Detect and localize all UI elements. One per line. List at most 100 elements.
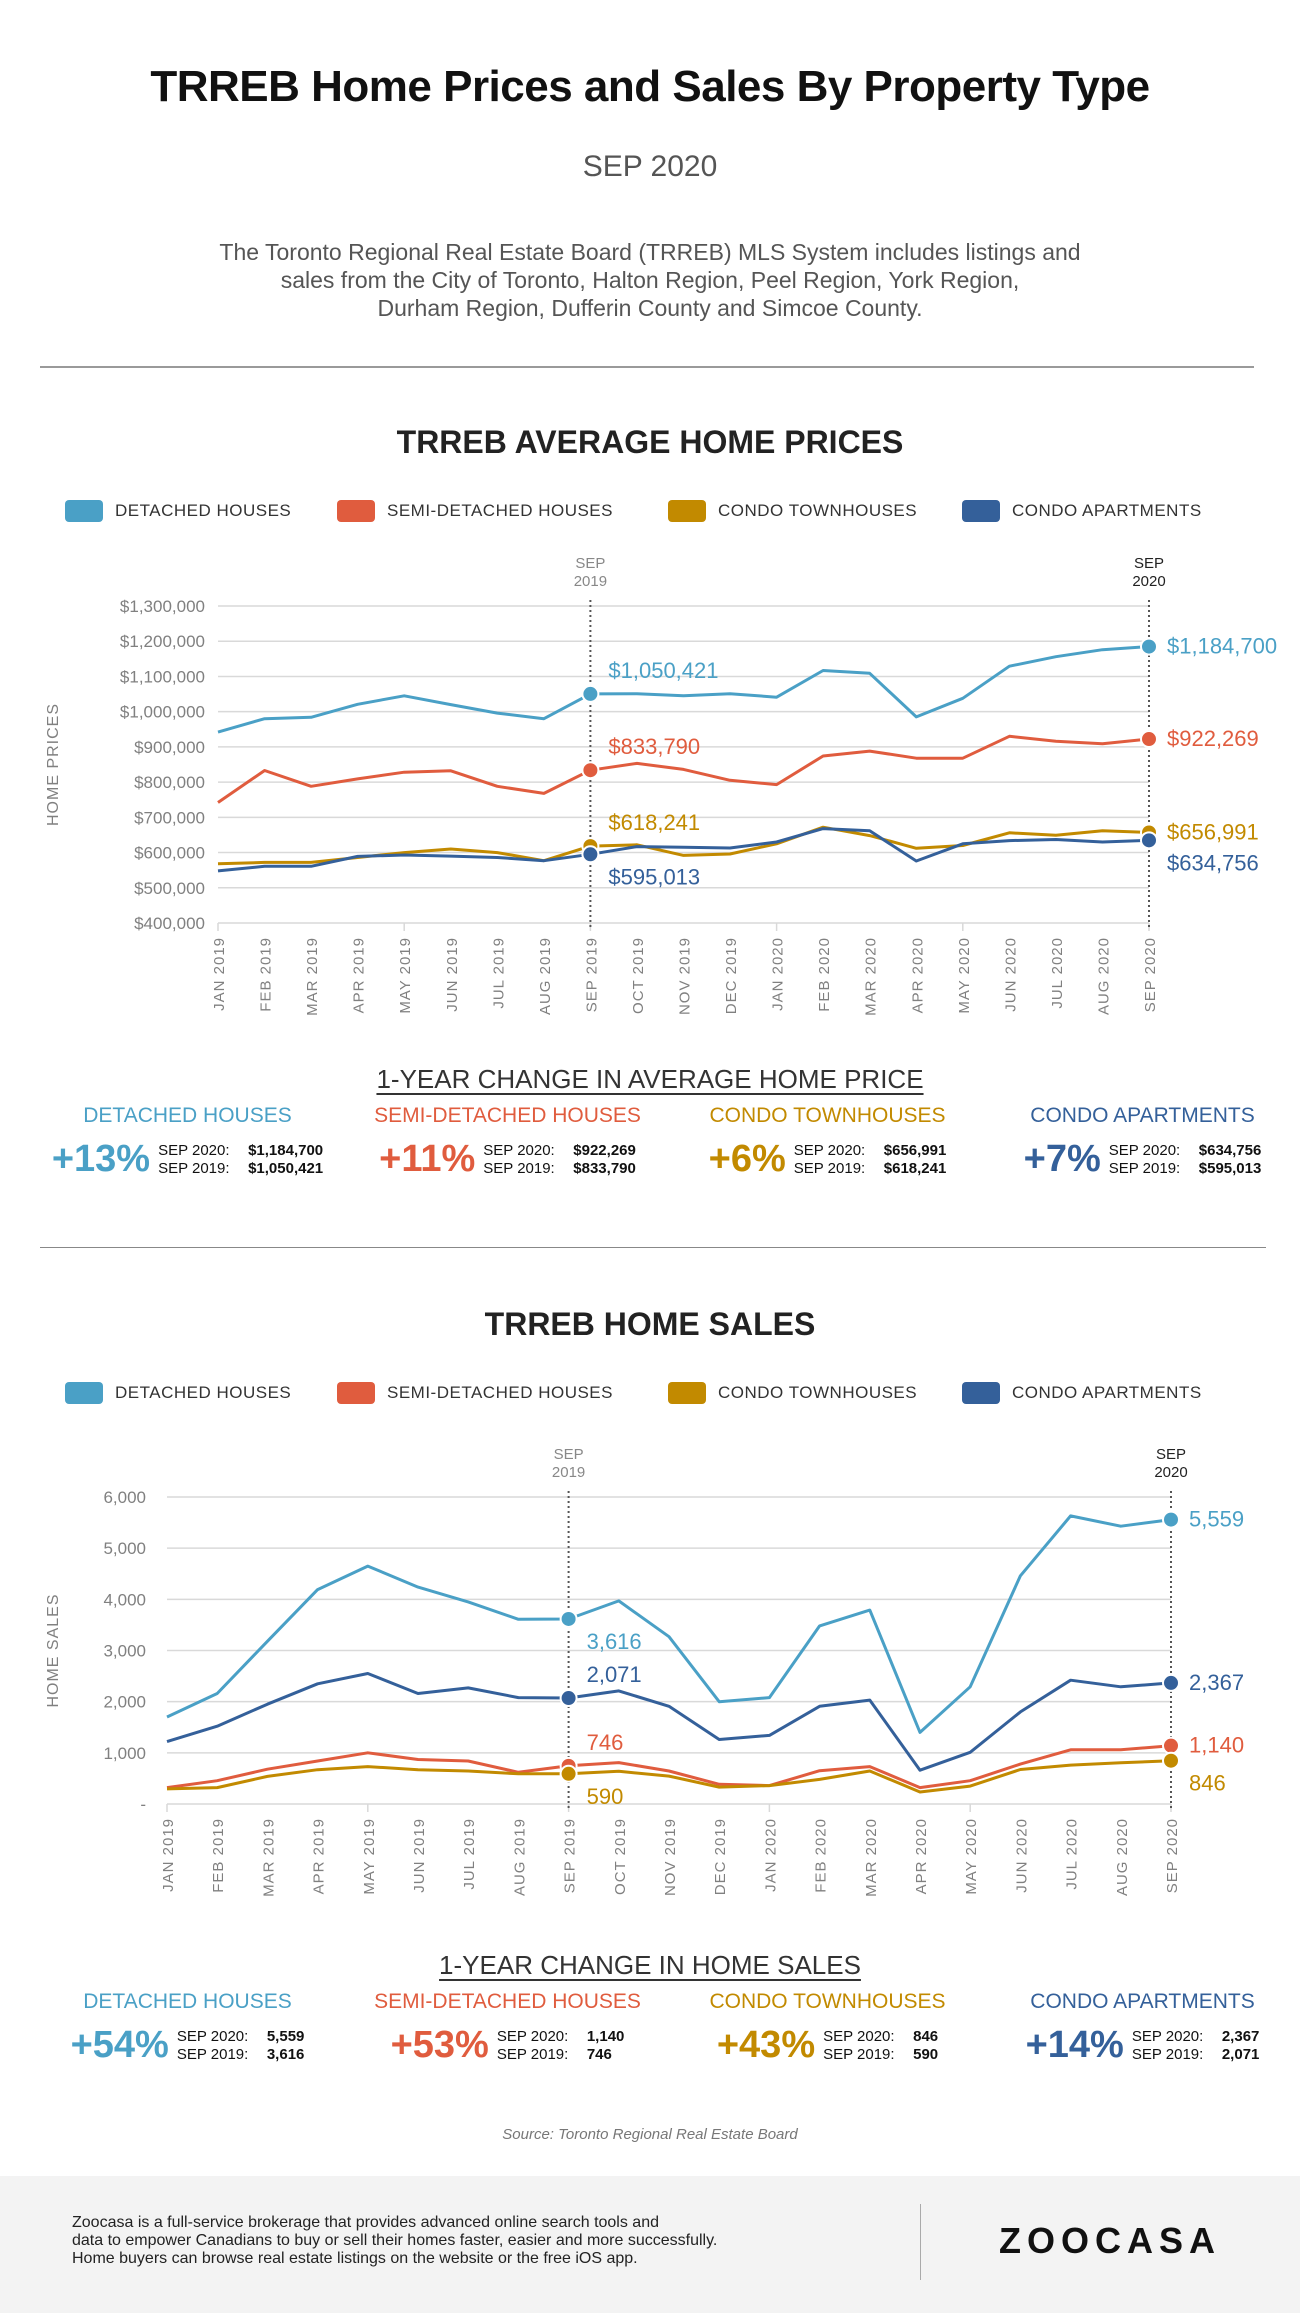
y-axis-title: HOME SALES (45, 1593, 62, 1707)
x-tick-label: MAY 2019 (397, 937, 414, 1014)
footer (0, 2176, 1300, 2313)
series-line-townhouse (166, 1759, 1172, 1794)
x-tick-label: NOV 2019 (677, 937, 694, 1015)
legend-label: SEMI-DETACHED HOUSES (387, 1383, 613, 1402)
stat-percent-change: +53% (390, 2024, 489, 2066)
y-tick-label: 3,000 (103, 1642, 146, 1661)
stat-value-2019: 2,071 (1221, 2045, 1260, 2063)
stat-detail: SEP 2020: $656,991 SEP 2019: $618,241 (794, 1142, 947, 1178)
stat-category: CONDO APARTMENTS (1030, 1104, 1255, 1127)
stat-detail: SEP 2020: 846 SEP 2019: 590 (823, 2028, 938, 2064)
x-tick-label: APR 2019 (351, 937, 368, 1013)
data-label-detached: 5,559 (1189, 1507, 1244, 1532)
x-tick-label: MAR 2020 (863, 1818, 880, 1897)
legend-label: CONDO TOWNHOUSES (718, 1383, 918, 1402)
y-tick-label: $1,100,000 (120, 667, 205, 686)
data-label-semi: 746 (587, 1730, 624, 1755)
data-point-semi (1140, 730, 1158, 749)
data-point-apartment (559, 1689, 578, 1708)
series-line-apartment (166, 1672, 1172, 1772)
page-title: TRREB Home Prices and Sales By Property … (150, 62, 1150, 111)
x-tick-label: JAN 2020 (762, 1818, 779, 1892)
stat-label-2019: SEP 2019: (823, 2045, 895, 2063)
y-tick-label: $800,000 (134, 773, 205, 792)
x-tick-label: JAN 2020 (770, 937, 787, 1011)
stat-percent-change: +43% (716, 2024, 816, 2066)
data-point-detached (581, 684, 600, 703)
data-point-apartment (581, 845, 600, 864)
data-point-townhouse (559, 1764, 578, 1783)
x-tick-label: AUG 2019 (511, 1818, 528, 1896)
y-tick-label: $400,000 (134, 914, 205, 933)
source-note: Source: Toronto Regional Real Estate Boa… (502, 2126, 798, 2143)
y-tick-label: $1,200,000 (120, 632, 205, 651)
stat-row: +11% SEP 2020: $922,269 SEP 2019: $833,790 (345, 1138, 670, 1181)
stat-label-2019: SEP 2019: (1131, 2045, 1204, 2063)
change-stat-apartment: CONDO APARTMENTS +14% SEP 2020: 2,367 SEP… (980, 1990, 1300, 2067)
intro-line: sales from the City of Toronto, Halton R… (280, 267, 1020, 293)
legend-label: DETACHED HOUSES (115, 1383, 292, 1402)
stat-label-2020: SEP 2020: (176, 2027, 249, 2045)
data-label-semi: 1,140 (1189, 1733, 1244, 1758)
prices-section-title: TRREB AVERAGE HOME PRICES (396, 424, 904, 460)
stat-value-2020: $656,991 (883, 1141, 947, 1159)
stat-row: +14% SEP 2020: 2,367 SEP 2019: 2,071 (980, 2024, 1300, 2067)
x-tick-label: MAR 2019 (304, 937, 321, 1016)
x-tick-label: MAY 2019 (361, 1818, 378, 1895)
stat-value-2020: 2,367 (1221, 2027, 1260, 2045)
legend-label: CONDO APARTMENTS (1012, 501, 1202, 520)
sales-change-title: 1-YEAR CHANGE IN HOME SALES (0, 1950, 1300, 1981)
x-tick-label: FEB 2019 (210, 1818, 227, 1893)
stat-value-2019: $833,790 (573, 1159, 636, 1177)
stat-label-2020: SEP 2020: (483, 1141, 555, 1159)
x-tick-label: SEP 2019 (562, 1818, 579, 1893)
series-line-detached (166, 1514, 1172, 1734)
stat-label-2020: SEP 2020: (823, 2027, 895, 2045)
stat-category: DETACHED HOUSES (83, 1104, 292, 1127)
sales-change-title-text: 1-YEAR CHANGE IN HOME SALES (439, 1950, 861, 1980)
change-stat-detached: DETACHED HOUSES +13% SEP 2020: $1,184,700… (25, 1104, 350, 1181)
x-tick-label: SEP 2020 (1142, 937, 1159, 1012)
footer-line: data to empower Canadians to buy or sell… (72, 2232, 718, 2249)
data-point-semi (1162, 1736, 1180, 1755)
legend-item-detached: DETACHED HOUSES (65, 500, 291, 522)
change-stat-apartment: CONDO APARTMENTS +7% SEP 2020: $634,756 S… (980, 1104, 1300, 1181)
stat-value-2019: $618,241 (883, 1159, 947, 1177)
data-label-detached: $1,050,421 (608, 658, 718, 683)
page-subtitle: SEP 2020 (582, 150, 718, 183)
x-tick-label: OCT 2019 (630, 937, 647, 1014)
change-stat-detached: DETACHED HOUSES +54% SEP 2020: 5,559 SEP … (25, 1990, 350, 2067)
y-tick-label: $1,000,000 (120, 703, 205, 722)
legend-label: CONDO TOWNHOUSES (718, 501, 918, 520)
stat-category: CONDO TOWNHOUSES (709, 1990, 946, 2013)
stat-detail: SEP 2020: $634,756 SEP 2019: $595,013 (1109, 1142, 1262, 1178)
stat-value-2019: $1,050,421 (248, 1159, 324, 1177)
stat-percent-change: +54% (70, 2024, 169, 2066)
stat-detail: SEP 2020: $1,184,700 SEP 2019: $1,050,421 (158, 1142, 323, 1178)
x-tick-label: JUL 2019 (490, 937, 507, 1009)
stat-category: SEMI-DETACHED HOUSES (374, 1104, 641, 1127)
stat-detail: SEP 2020: 2,367 SEP 2019: 2,071 (1132, 2028, 1260, 2064)
series-line-apartment (217, 827, 1150, 873)
sales-line-chart: - 1,000 2,000 3,000 4,000 5,000 6,000 HOME SALE… (45, 1446, 1244, 1897)
prices-legend: DETACHED HOUSES SEMI-DETACHED HOUSES CON… (0, 500, 1300, 530)
legend-label: DETACHED HOUSES (115, 501, 292, 520)
zoocasa-logo[interactable]: ZOOCASA (999, 2220, 1221, 2261)
reference-line-label: 2020 (1154, 1464, 1187, 1481)
stat-value-2020: $1,184,700 (248, 1141, 324, 1159)
sales-section-title: TRREB HOME SALES (484, 1306, 816, 1342)
y-tick-label: $900,000 (134, 738, 205, 757)
data-label-apartment: 2,071 (587, 1662, 642, 1687)
stat-value-2019: 3,616 (266, 2045, 305, 2063)
stat-category: DETACHED HOUSES (83, 1990, 292, 2013)
y-axis-title: HOME PRICES (45, 703, 62, 826)
data-point-semi (581, 761, 600, 780)
x-tick-label: DEC 2019 (712, 1818, 729, 1895)
reference-line-label: SEP (554, 1446, 584, 1463)
stat-value-2019: $595,013 (1198, 1159, 1262, 1177)
stat-percent-change: +7% (1023, 1138, 1101, 1180)
divider (40, 366, 1254, 368)
legend-item-townhouse: CONDO TOWNHOUSES (668, 500, 917, 522)
intro-line: Durham Region, Dufferin County and Simco… (377, 295, 923, 321)
change-stat-semi: SEMI-DETACHED HOUSES +53% SEP 2020: 1,140… (345, 1990, 670, 2067)
